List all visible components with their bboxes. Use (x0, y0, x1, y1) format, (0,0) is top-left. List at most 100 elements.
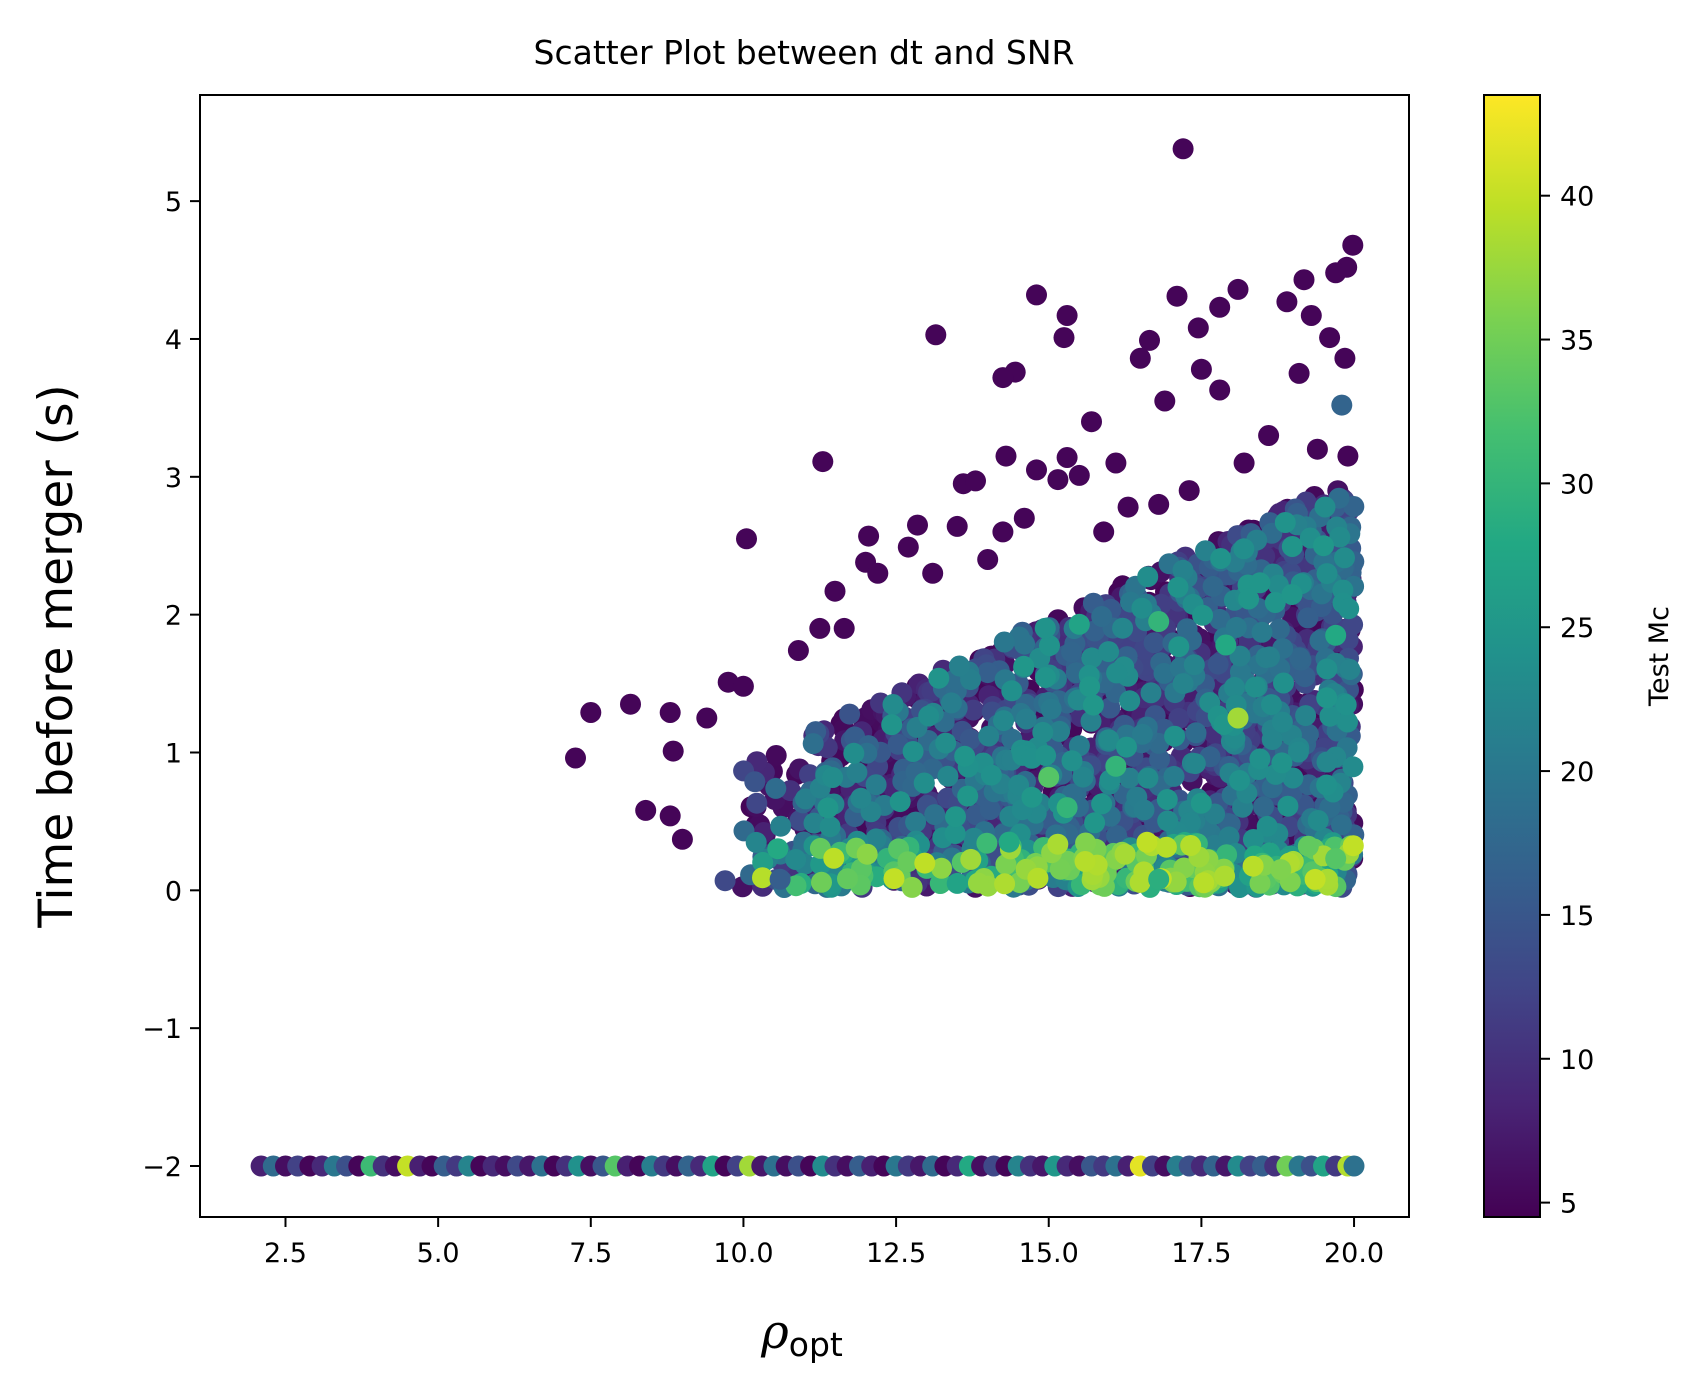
scatter-point (1316, 687, 1338, 709)
scatter-point (823, 847, 845, 869)
x-tick-label: 20.0 (1324, 1238, 1384, 1269)
scatter-point (1338, 598, 1360, 620)
scatter-point (811, 871, 832, 893)
scatter-point (924, 804, 946, 826)
scatter-point (1331, 394, 1353, 416)
scatter-point (1047, 833, 1069, 855)
scatter-point (1040, 698, 1062, 720)
scatter-point (1306, 438, 1328, 460)
colorbar-tick-label: 40 (1560, 182, 1594, 213)
scatter-point (1293, 269, 1315, 291)
scatter-point (1106, 825, 1128, 846)
scatter-point (1143, 632, 1165, 654)
scatter-point (928, 667, 950, 689)
scatter-point (1335, 694, 1357, 716)
scatter-point (1281, 584, 1303, 605)
scatter-point (1319, 327, 1341, 349)
scatter-point (1176, 618, 1198, 640)
scatter-point (1343, 1155, 1365, 1177)
scatter-point (905, 811, 927, 833)
y-tick-label: 3 (165, 463, 182, 494)
scatter-point (1192, 604, 1214, 626)
scatter-point (1297, 607, 1319, 629)
scatter-point (1209, 608, 1231, 630)
scatter-point (1331, 814, 1352, 836)
y-axis: −2 −1 0 1 2 3 4 5 (142, 187, 200, 1183)
scatter-point (902, 741, 924, 762)
scatter-point (1080, 710, 1102, 732)
scatter-point (993, 631, 1015, 653)
scatter-point (1259, 646, 1280, 668)
scatter-point (1249, 748, 1271, 770)
scatter-point (954, 745, 976, 767)
scatter-point (1001, 680, 1023, 702)
scatter-point (580, 702, 602, 723)
scatter-point (1148, 611, 1170, 632)
scatter-point (865, 828, 887, 850)
scatter-point (1032, 721, 1054, 743)
scatter-point (696, 707, 718, 729)
scatter-point (882, 694, 904, 715)
scatter-point (1061, 641, 1082, 663)
scatter-point (1316, 751, 1338, 773)
scatter-point (620, 693, 641, 715)
scatter-point (1021, 786, 1043, 808)
scatter-point (1224, 676, 1245, 698)
scatter-point (897, 536, 919, 558)
scatter-point (1242, 829, 1264, 850)
scatter-point (1172, 673, 1194, 695)
scatter-points (250, 138, 1365, 1177)
scatter-point (1106, 662, 1128, 684)
scatter-point (1133, 799, 1155, 821)
scatter-point (937, 765, 959, 787)
x-tick-label: 12.5 (866, 1238, 926, 1269)
scatter-point (1183, 654, 1205, 676)
scatter-point (824, 580, 846, 602)
scatter-point (736, 528, 757, 550)
scatter-point (967, 872, 989, 894)
scatter-point (1068, 613, 1090, 635)
scatter-point (1202, 575, 1224, 597)
scatter-point (1056, 305, 1078, 326)
scatter-point (1049, 720, 1070, 742)
scatter-point (822, 767, 844, 788)
scatter-point (1184, 753, 1206, 775)
scatter-point (1091, 606, 1113, 627)
scatter-point (1256, 815, 1278, 837)
scatter-point (809, 617, 831, 639)
scatter-point (1140, 682, 1162, 704)
x-axis-label: ρopt (760, 1305, 843, 1364)
scatter-point (979, 799, 1001, 820)
scatter-point (1270, 859, 1292, 881)
scatter-point (1156, 789, 1178, 810)
scatter-point (1253, 796, 1274, 818)
colorbar-tick-label: 30 (1560, 469, 1594, 500)
scatter-point (1229, 645, 1251, 667)
y-axis-label: Time before merger (s) (29, 384, 84, 929)
scatter-point (1276, 291, 1298, 313)
scatter-point (812, 451, 834, 473)
scatter-point (744, 771, 766, 793)
scatter-point (1289, 647, 1311, 669)
scatter-point (1013, 655, 1035, 677)
scatter-point (965, 470, 986, 492)
scatter-point (976, 832, 998, 854)
scatter-point (940, 692, 962, 714)
scatter-point (1313, 535, 1334, 557)
scatter-point (1119, 690, 1141, 712)
scatter-point (1251, 621, 1273, 643)
scatter-point (1190, 358, 1212, 380)
scatter-point (1295, 705, 1317, 727)
scatter-point (1187, 317, 1209, 339)
scatter-point (907, 514, 928, 536)
scatter-point (995, 445, 1017, 467)
scatter-point (1056, 797, 1078, 819)
y-tick-label: 5 (165, 187, 182, 218)
y-tick-label: 1 (165, 738, 182, 769)
scatter-point (1093, 521, 1115, 543)
scatter-point (946, 872, 968, 894)
scatter-point (1268, 618, 1290, 640)
scatter-point (1072, 766, 1094, 788)
scatter-point (1129, 347, 1151, 369)
y-tick-label: 4 (165, 325, 182, 356)
